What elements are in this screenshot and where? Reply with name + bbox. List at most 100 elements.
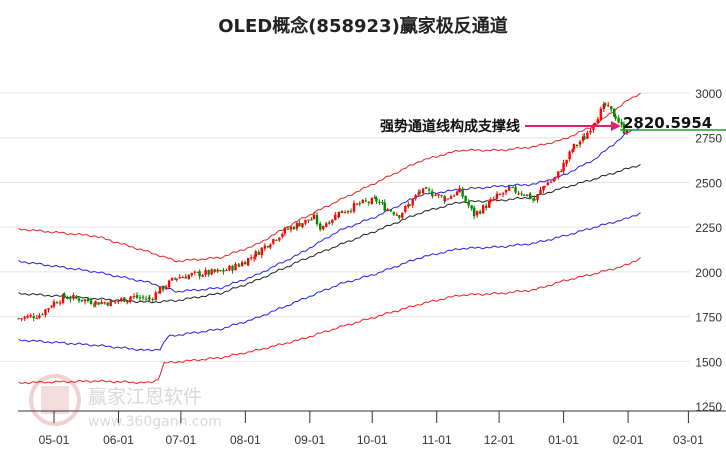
candle-up [38, 315, 41, 318]
candle-down [123, 297, 126, 302]
candle-up [543, 186, 547, 188]
candle-down [531, 198, 535, 200]
candle-down [257, 251, 260, 255]
candle-up [434, 194, 437, 196]
candle-up [20, 318, 23, 320]
candle-up [246, 258, 250, 266]
candle-down [207, 269, 210, 275]
y-tick-label: 2750 [695, 132, 722, 146]
candle-down [173, 278, 177, 280]
candle-down [307, 219, 310, 221]
x-tick-label: 11-01 [422, 433, 452, 447]
candle-up [94, 301, 97, 305]
candle-down [41, 314, 44, 316]
candle-down [89, 300, 93, 305]
candle-down [298, 222, 301, 227]
candle-up [204, 270, 207, 275]
candle-up [504, 189, 508, 193]
candle-down [485, 205, 488, 209]
candle-up [164, 286, 168, 289]
candle-up [154, 292, 157, 301]
candle-up [592, 124, 595, 130]
candle-up [103, 302, 106, 304]
candle-down [266, 246, 270, 248]
candle-up [492, 199, 496, 201]
candle-up [289, 226, 293, 230]
candle-up [411, 199, 414, 206]
candle-up [446, 198, 450, 200]
candle-up [117, 300, 120, 302]
candle-down [135, 295, 139, 298]
candle-down [398, 215, 401, 218]
x-tick-label: 01-01 [548, 433, 579, 447]
x-tick-label: 06-01 [103, 433, 134, 447]
x-tick-label: 05-01 [39, 433, 70, 447]
candle-up [254, 251, 257, 257]
candle-up [607, 105, 610, 107]
candle-up [355, 203, 359, 205]
candle-down [86, 298, 90, 301]
candle-up [304, 219, 307, 224]
candle-up [310, 219, 313, 221]
candle-up [488, 201, 491, 208]
candle-down [157, 292, 160, 294]
candle-up [386, 209, 389, 211]
candle-up [283, 227, 287, 234]
candle-down [111, 301, 114, 303]
candle-down [75, 296, 78, 299]
candle-up [196, 271, 200, 273]
candle-up [29, 315, 32, 317]
gridlines [0, 92, 690, 362]
candle-up [225, 269, 228, 271]
candle-down [219, 270, 222, 272]
y-tick-label: 3000 [695, 87, 722, 101]
candle-down [151, 299, 154, 301]
candle-down [575, 144, 579, 146]
candle-down [328, 222, 331, 224]
candle-up [495, 193, 499, 196]
candle-up [132, 296, 136, 298]
watermark: 赢家江恩软件 www.360gann.com [29, 374, 222, 430]
candle-up [240, 262, 244, 267]
candle-down [106, 302, 109, 306]
candle-up [190, 273, 193, 276]
candle-up [546, 182, 550, 186]
candle-up [181, 277, 184, 279]
x-tick-label: 02-01 [613, 433, 644, 447]
candle-up [210, 269, 213, 275]
candle-up [560, 171, 563, 173]
candle-down [80, 299, 84, 302]
candle-up [158, 286, 162, 294]
candle-up [216, 269, 219, 272]
candle-down [470, 205, 473, 209]
candle-up [178, 277, 181, 279]
candle-up [361, 199, 364, 204]
candle-down [617, 117, 620, 123]
candle-up [437, 194, 440, 196]
support-annotation: 强势通道线构成支撑线 2820.5954 [380, 114, 726, 135]
candle-up [249, 257, 253, 259]
candle-up [228, 265, 231, 271]
candle-down [464, 195, 467, 202]
channel-upper-red [18, 92, 641, 263]
candle-down [286, 228, 290, 230]
candle-up [443, 198, 447, 202]
candle-down [440, 195, 443, 197]
candle-up [58, 302, 62, 304]
candle-up [170, 277, 174, 281]
candle-up [263, 245, 267, 249]
candle-down [381, 201, 384, 204]
candle-up [517, 193, 520, 195]
candle-down [144, 298, 148, 300]
candle-down [389, 209, 392, 212]
x-tick-label: 12-01 [484, 433, 515, 447]
candle-up [417, 192, 420, 195]
candle-up [625, 130, 629, 134]
candle-down [378, 201, 381, 203]
candle-up [272, 239, 275, 244]
candle-down [97, 302, 100, 305]
x-tick-label: 10-01 [357, 433, 388, 447]
candle-down [237, 264, 240, 266]
candle-down [161, 286, 165, 290]
